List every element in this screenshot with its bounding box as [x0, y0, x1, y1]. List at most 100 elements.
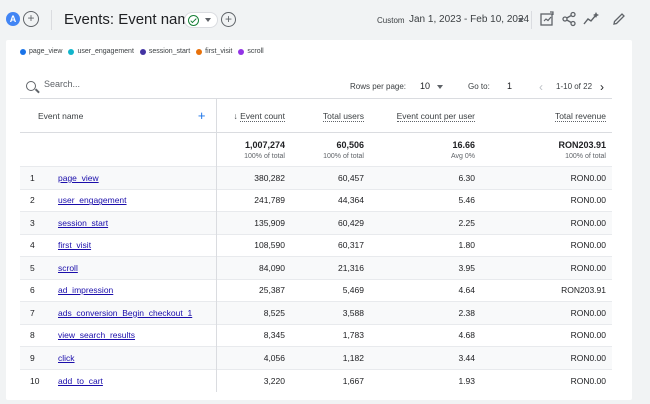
- date-caret-icon[interactable]: [518, 18, 524, 22]
- legend-dot: [68, 48, 75, 55]
- sort-arrow-icon: ↓: [233, 110, 238, 121]
- chevron-right-icon[interactable]: ›: [600, 80, 604, 94]
- event-name-link[interactable]: first_visit: [42, 233, 217, 257]
- per-user-cell: 3.95: [370, 256, 481, 279]
- events-table: Event name + ↓ Event count Total users E…: [20, 98, 612, 392]
- row-index: 10: [20, 368, 42, 392]
- table-toolbar: Rows per page: 10 Go to: 1 ‹ 1-10 of 22 …: [20, 76, 612, 98]
- revenue-cell: RON0.00: [481, 301, 612, 324]
- event-name-link[interactable]: click: [42, 346, 217, 369]
- divider: [51, 10, 52, 30]
- goto-page-input[interactable]: 1: [507, 81, 513, 91]
- table-row: 4 first_visit 108,590 60,317 1.80 RON0.00: [20, 233, 612, 257]
- total-event-count: 1,007,274 100% of total: [216, 132, 291, 167]
- legend-item[interactable]: scroll: [238, 48, 264, 55]
- total-users-cell: 44,364: [291, 188, 370, 212]
- page-title: Events: Event name: [64, 11, 199, 28]
- chevron-left-icon[interactable]: ‹: [539, 80, 543, 94]
- legend-dot: [139, 48, 146, 55]
- legend-dot: [238, 48, 245, 55]
- table-row: 1 page_view 380,282 60,457 6.30 RON0.00: [20, 166, 612, 189]
- event-name-link[interactable]: page_view: [42, 166, 217, 189]
- share-icon[interactable]: [561, 11, 577, 27]
- per-user-cell: 2.38: [370, 301, 481, 324]
- page-range: 1-10 of 22: [556, 82, 593, 91]
- event-name-link[interactable]: add_to_cart: [42, 368, 217, 392]
- row-index: 7: [20, 301, 42, 324]
- total-sub: Avg 0%: [451, 152, 475, 160]
- add-comparison-icon[interactable]: +: [23, 11, 39, 27]
- edit-pencil-icon[interactable]: [611, 11, 627, 27]
- revenue-cell: RON0.00: [481, 256, 612, 279]
- column-label: Total users: [322, 110, 364, 122]
- date-range-picker[interactable]: Jan 1, 2023 - Feb 10, 2024: [409, 14, 530, 25]
- total-users-cell: 3,588: [291, 301, 370, 324]
- column-header-total-revenue[interactable]: Total revenue: [481, 98, 612, 133]
- event-count-cell: 25,387: [216, 278, 291, 302]
- column-header-event-name[interactable]: Event name +: [20, 98, 217, 133]
- total-value: 16.66: [452, 139, 475, 150]
- row-index: 4: [20, 233, 42, 257]
- rows-per-page-label: Rows per page:: [350, 82, 407, 91]
- total-users-cell: 1,783: [291, 323, 370, 347]
- revenue-cell: RON0.00: [481, 233, 612, 257]
- legend-label: scroll: [247, 48, 264, 55]
- event-count-cell: 135,909: [216, 211, 291, 234]
- event-name-link[interactable]: view_search_results: [42, 323, 217, 347]
- caret-down-icon[interactable]: [437, 85, 443, 89]
- legend-item[interactable]: page_view: [20, 48, 62, 55]
- avatar[interactable]: A: [6, 12, 20, 26]
- total-value: RON203.91: [558, 139, 606, 150]
- total-users-cell: 21,316: [291, 256, 370, 279]
- event-name-link[interactable]: ad_impression: [42, 278, 217, 302]
- legend-item[interactable]: first_visit: [196, 48, 232, 55]
- report-status-dropdown[interactable]: [184, 12, 218, 28]
- column-header-event-count-per-user[interactable]: Event count per user: [370, 98, 481, 133]
- table-row: 6 ad_impression 25,387 5,469 4.64 RON203.91: [20, 278, 612, 302]
- column-header-total-users[interactable]: Total users: [291, 98, 370, 133]
- goto-label: Go to:: [468, 82, 490, 91]
- row-index: 3: [20, 211, 42, 234]
- revenue-cell: RON0.00: [481, 323, 612, 347]
- event-count-cell: 108,590: [216, 233, 291, 257]
- table-row: 10 add_to_cart 3,220 1,667 1.93 RON0.00: [20, 368, 612, 392]
- total-users: 60,506 100% of total: [291, 132, 370, 167]
- table-row: 8 view_search_results 8,345 1,783 4.68 RON0.0…: [20, 323, 612, 347]
- totals-label-cell: [20, 132, 217, 167]
- event-count-cell: 84,090: [216, 256, 291, 279]
- column-header-event-count[interactable]: ↓ Event count: [216, 98, 291, 133]
- event-name-link[interactable]: ads_conversion_Begin_checkout_1: [42, 301, 217, 324]
- table-row: 7 ads_conversion_Begin_checkout_1 8,525 3,5…: [20, 301, 612, 324]
- per-user-cell: 6.30: [370, 166, 481, 189]
- table-row: 2 user_engagement 241,789 44,364 5.46 RON0.00: [20, 188, 612, 212]
- customize-report-icon[interactable]: [539, 11, 555, 27]
- date-preset-label: Custom: [377, 16, 405, 25]
- event-count-cell: 8,345: [216, 323, 291, 347]
- total-users-cell: 60,457: [291, 166, 370, 189]
- row-index: 8: [20, 323, 42, 347]
- add-filter-icon[interactable]: +: [221, 12, 236, 27]
- event-count-cell: 380,282: [216, 166, 291, 189]
- insights-icon[interactable]: [583, 11, 599, 27]
- legend-label: user_engagement: [77, 48, 134, 55]
- total-per-user: 16.66 Avg 0%: [370, 132, 481, 167]
- total-users-cell: 60,317: [291, 233, 370, 257]
- table-row: 9 click 4,056 1,182 3.44 RON0.00: [20, 346, 612, 369]
- legend-item[interactable]: user_engagement: [68, 48, 134, 55]
- caret-down-icon: [205, 18, 211, 22]
- rows-per-page-select[interactable]: 10: [420, 81, 431, 91]
- table-header-row: Event name + ↓ Event count Total users E…: [20, 98, 612, 133]
- legend-dot: [196, 48, 203, 55]
- event-name-link[interactable]: session_start: [42, 211, 217, 234]
- event-count-cell: 4,056: [216, 346, 291, 369]
- search-input[interactable]: [44, 79, 194, 89]
- legend-item[interactable]: session_start: [139, 48, 190, 55]
- add-dimension-icon[interactable]: +: [197, 108, 206, 123]
- per-user-cell: 5.46: [370, 188, 481, 212]
- event-name-link[interactable]: scroll: [42, 256, 217, 279]
- divider: [531, 11, 532, 29]
- per-user-cell: 1.93: [370, 368, 481, 392]
- event-name-link[interactable]: user_engagement: [42, 188, 217, 212]
- total-sub: 100% of total: [244, 152, 285, 160]
- per-user-cell: 1.80: [370, 233, 481, 257]
